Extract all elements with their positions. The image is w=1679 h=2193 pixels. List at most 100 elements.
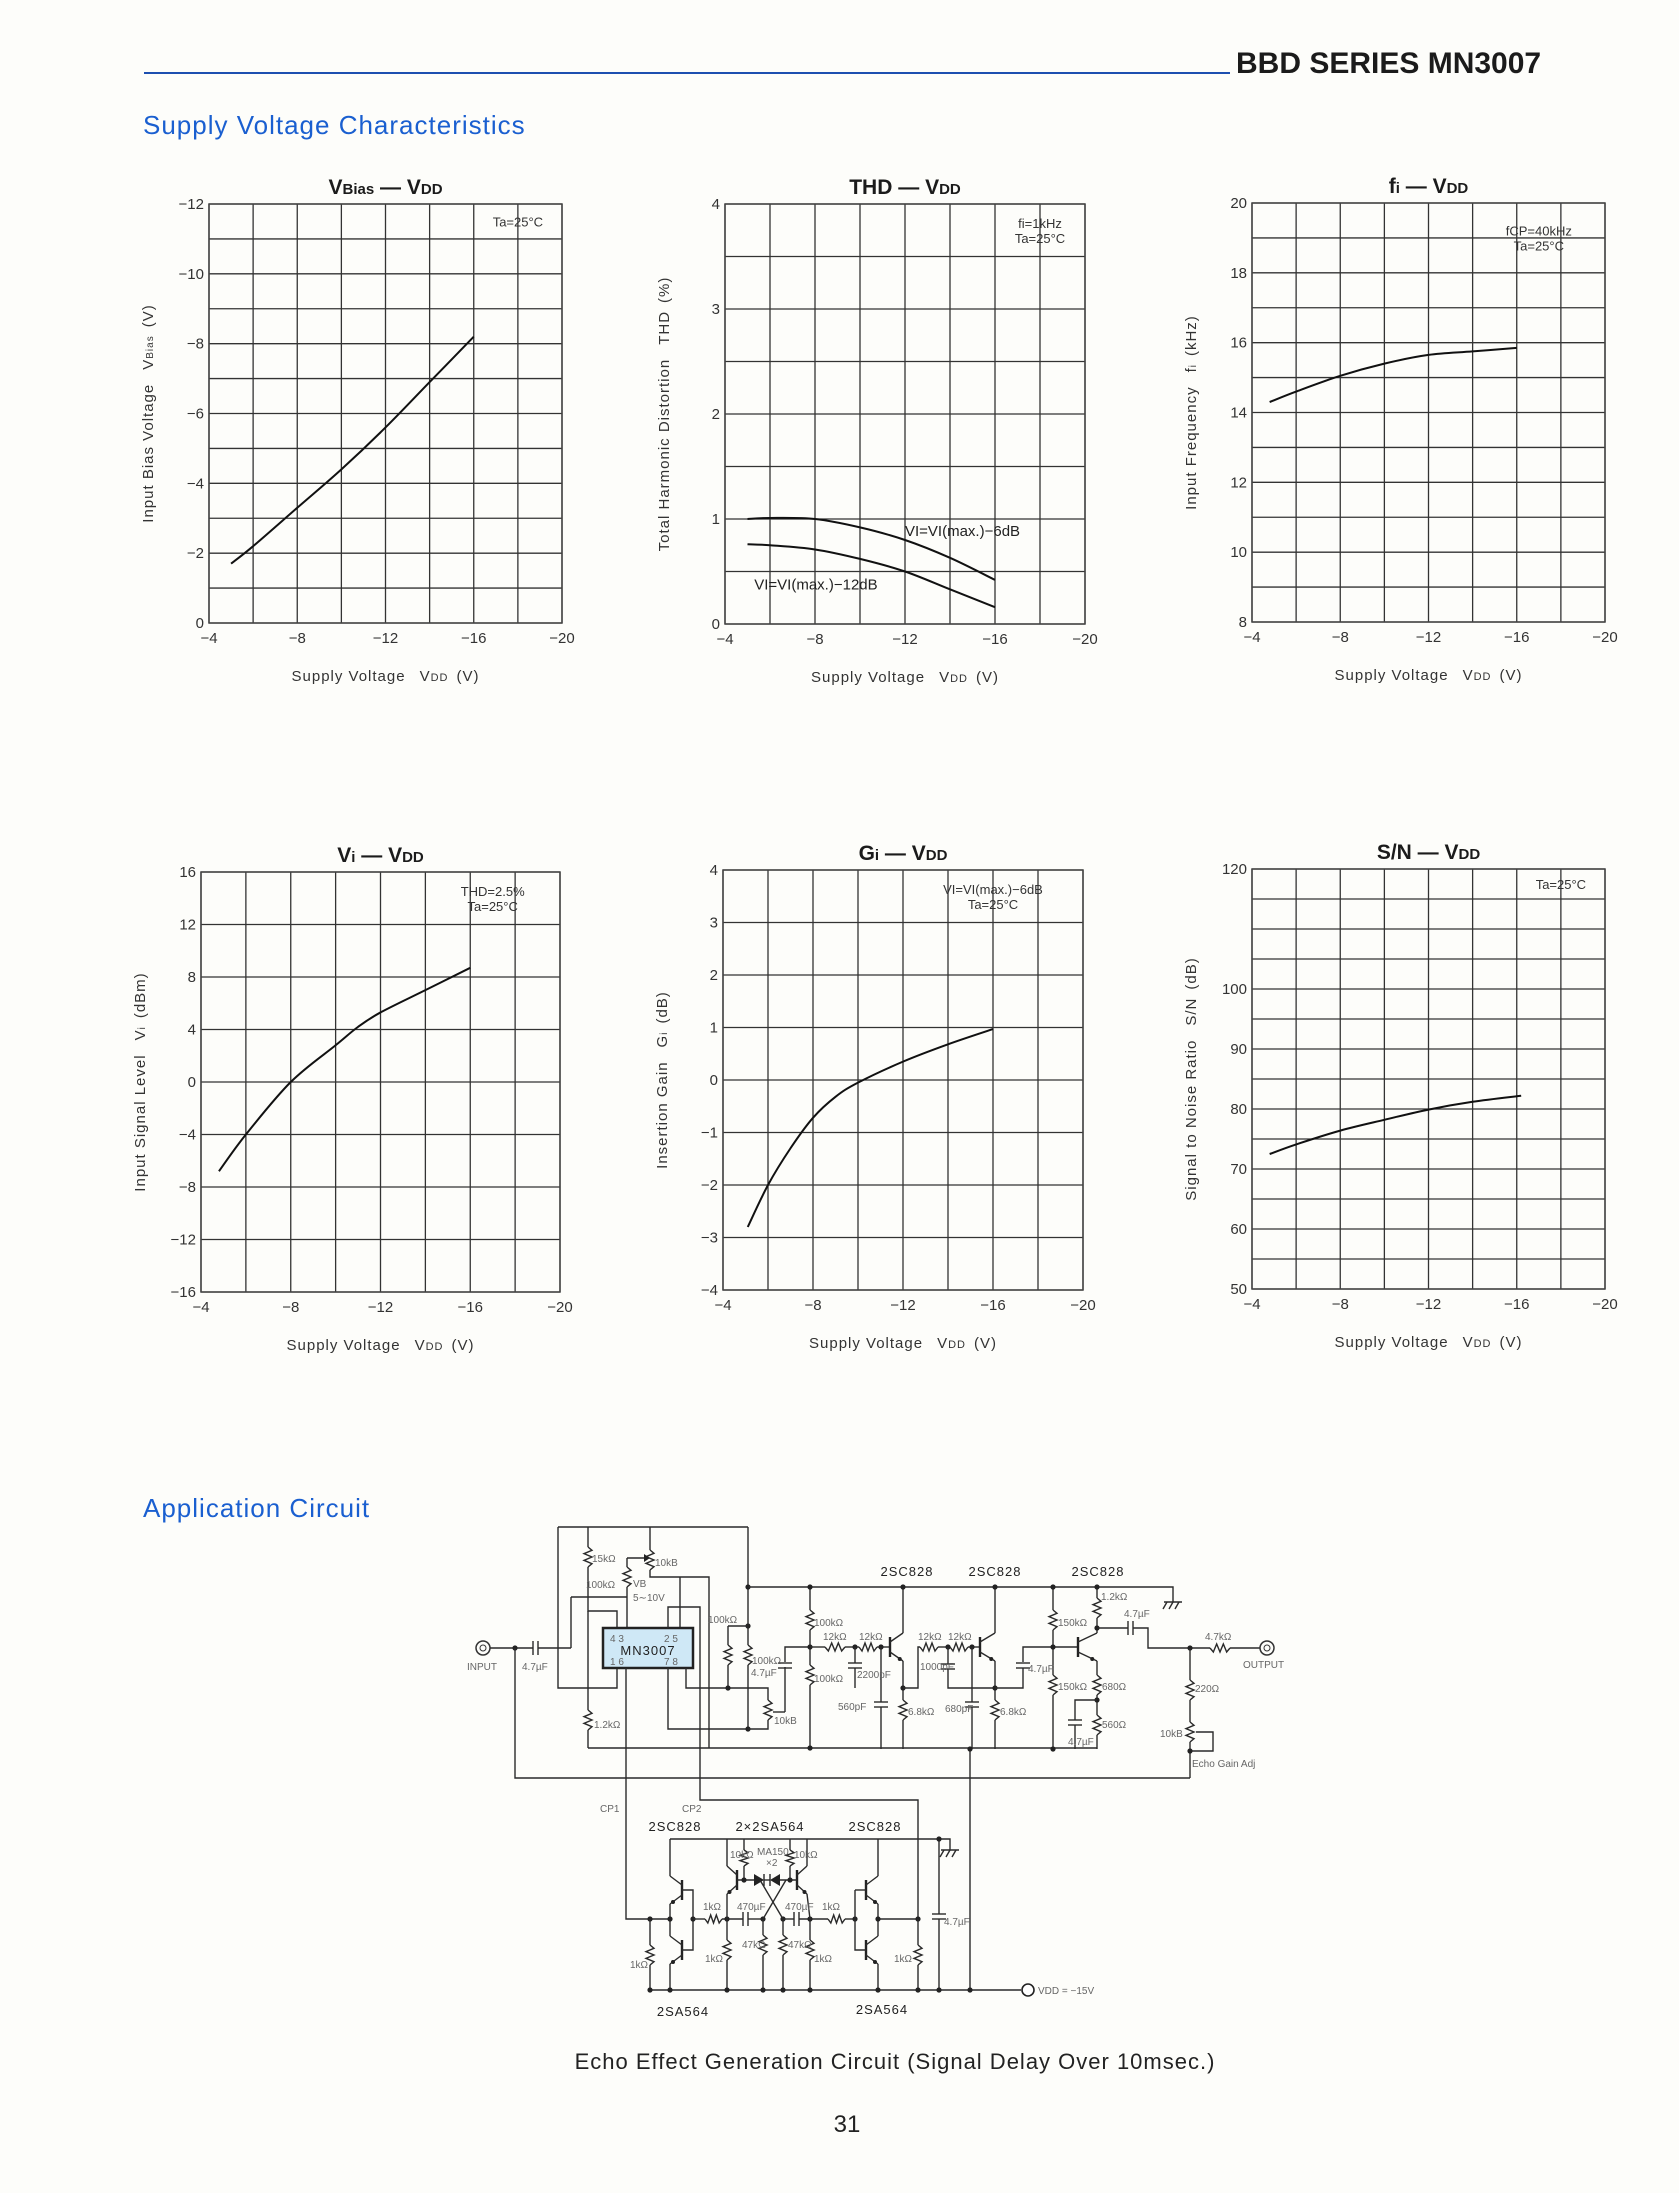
wire: [865, 1935, 879, 1946]
x-tick-label: −20: [1592, 1296, 1617, 1313]
x-tick-label: −4: [192, 1299, 209, 1316]
series-line-0: [746, 1028, 994, 1228]
circuit-label: 1kΩ: [814, 1954, 833, 1965]
y-axis-label-sub: i: [1188, 364, 1199, 367]
circuit-label: 4.7µF: [751, 1668, 777, 1679]
wire: [806, 1893, 811, 1920]
resistor-icon: [762, 1699, 774, 1721]
x-axis-label-sub: DD: [1474, 1338, 1492, 1350]
circuit-label: 7 8: [664, 1657, 678, 1668]
y-axis-label-symbol: G: [654, 1035, 671, 1048]
x-axis-label: Supply Voltage VDD (V): [809, 1335, 997, 1352]
y-tick-label: 14: [1230, 405, 1247, 422]
junction-dot: [667, 1916, 673, 1922]
wire: [945, 1849, 951, 1858]
x-tick-label: −12: [373, 630, 398, 647]
junction-dot: [992, 1584, 998, 1590]
junction-dot: [787, 1877, 793, 1883]
y-tick-label: 2: [710, 967, 718, 984]
y-tick-label: 0: [712, 616, 720, 633]
resistor-icon: [804, 1939, 816, 1961]
x-tick-label: −8: [804, 1297, 821, 1314]
chart-title-part: f: [1389, 175, 1397, 198]
plot-frame: [1251, 868, 1606, 1290]
circuit-label: 220Ω: [1195, 1684, 1220, 1695]
y-tick-label: 4: [712, 196, 720, 213]
wire: [854, 1890, 866, 1951]
x-axis-label-text: Supply Voltage: [1335, 667, 1449, 684]
resistor-icon: [742, 1644, 754, 1666]
x-tick-label: −16: [1504, 1296, 1529, 1313]
y-tick-label: −10: [179, 266, 204, 283]
y-tick-label: −12: [171, 1232, 196, 1249]
wire: [514, 1648, 1190, 1779]
junction-dot: [1187, 1748, 1193, 1754]
chart-title-part: i: [1396, 180, 1400, 197]
junction-dot: [1050, 1584, 1056, 1590]
y-tick-label: 20: [1230, 195, 1247, 212]
wire: [903, 1646, 920, 1689]
x-axis-label-sub: DD: [426, 1341, 444, 1353]
junction-dot: [967, 1987, 973, 1993]
junction-dot: [1050, 1746, 1056, 1752]
x-tick-label: −16: [458, 1299, 483, 1316]
series-line-0: [1269, 346, 1517, 403]
x-tick-label: −12: [368, 1299, 393, 1316]
y-tick-label: 3: [710, 915, 718, 932]
junction-dot: [741, 1877, 747, 1883]
emitter-arrow-icon: [989, 1657, 994, 1661]
resistor-icon: [1091, 1674, 1103, 1696]
circuit-label: 6.8kΩ: [1000, 1707, 1027, 1718]
chart-title-part: DD: [421, 181, 443, 198]
y-tick-label: 8: [1239, 614, 1247, 631]
circuit-label: 1000pF: [920, 1662, 954, 1673]
x-tick-label: −4: [1243, 1296, 1260, 1313]
wire: [667, 1606, 919, 1919]
wire: [1022, 1646, 1078, 1662]
circuit-label: 470µF: [737, 1902, 766, 1913]
resistor-icon: [757, 1934, 769, 1956]
x-axis-label-unit: (V): [456, 668, 479, 685]
circuit-label: 2SA564: [856, 2002, 908, 2017]
resistor-icon: [949, 1641, 969, 1653]
wire: [947, 1669, 995, 1689]
circuit-label: 10kB: [774, 1716, 797, 1727]
circuit-label: 1kΩ: [703, 1902, 722, 1913]
y-tick-label: −6: [187, 406, 204, 423]
wire: [759, 1879, 784, 1920]
jack-icon: [479, 1644, 487, 1652]
junction-dot: [936, 1987, 942, 1993]
resistor-icon: [804, 1609, 816, 1631]
resistor-icon: [621, 1566, 633, 1588]
y-tick-label: 16: [179, 864, 196, 881]
resistor-icon: [919, 1641, 939, 1653]
wire: [1168, 1601, 1174, 1610]
annotation-text: Ta=25°C: [493, 214, 543, 229]
y-tick-label: −2: [701, 1177, 718, 1194]
circuit-label: 1kΩ: [630, 1960, 649, 1971]
circuit-label: 2200pF: [857, 1670, 891, 1681]
resistor-icon: [827, 1912, 846, 1926]
circuit-label: 12kΩ: [948, 1632, 972, 1643]
circuit-label: 150kΩ: [1058, 1682, 1088, 1693]
chart-title-part: —: [1400, 175, 1433, 198]
circuit-label: 10kB: [1160, 1729, 1183, 1740]
x-axis-label: Supply Voltage VDD (V): [287, 1337, 475, 1354]
circuit-label: 560pF: [838, 1702, 866, 1713]
wire: [587, 1567, 618, 1628]
circuit-label: 1kΩ: [894, 1954, 913, 1965]
x-axis-label-sub: DD: [431, 672, 449, 684]
resistor-icon: [804, 1664, 816, 1686]
y-axis-label-symbol: f: [1183, 367, 1200, 372]
y-tick-label: −4: [701, 1282, 718, 1299]
circuit-label: 2SC828: [1072, 1564, 1125, 1579]
diode-icon: [754, 1874, 764, 1886]
resistor-icon: [644, 1944, 656, 1966]
circuit-label: 12kΩ: [918, 1632, 942, 1643]
circuit-label: 10kΩ: [794, 1850, 818, 1861]
wire: [889, 1632, 904, 1643]
x-axis-label-unit: (V): [976, 669, 999, 686]
chart-title-part: —: [879, 842, 912, 865]
circuit-label: 4.7µF: [1068, 1737, 1094, 1748]
